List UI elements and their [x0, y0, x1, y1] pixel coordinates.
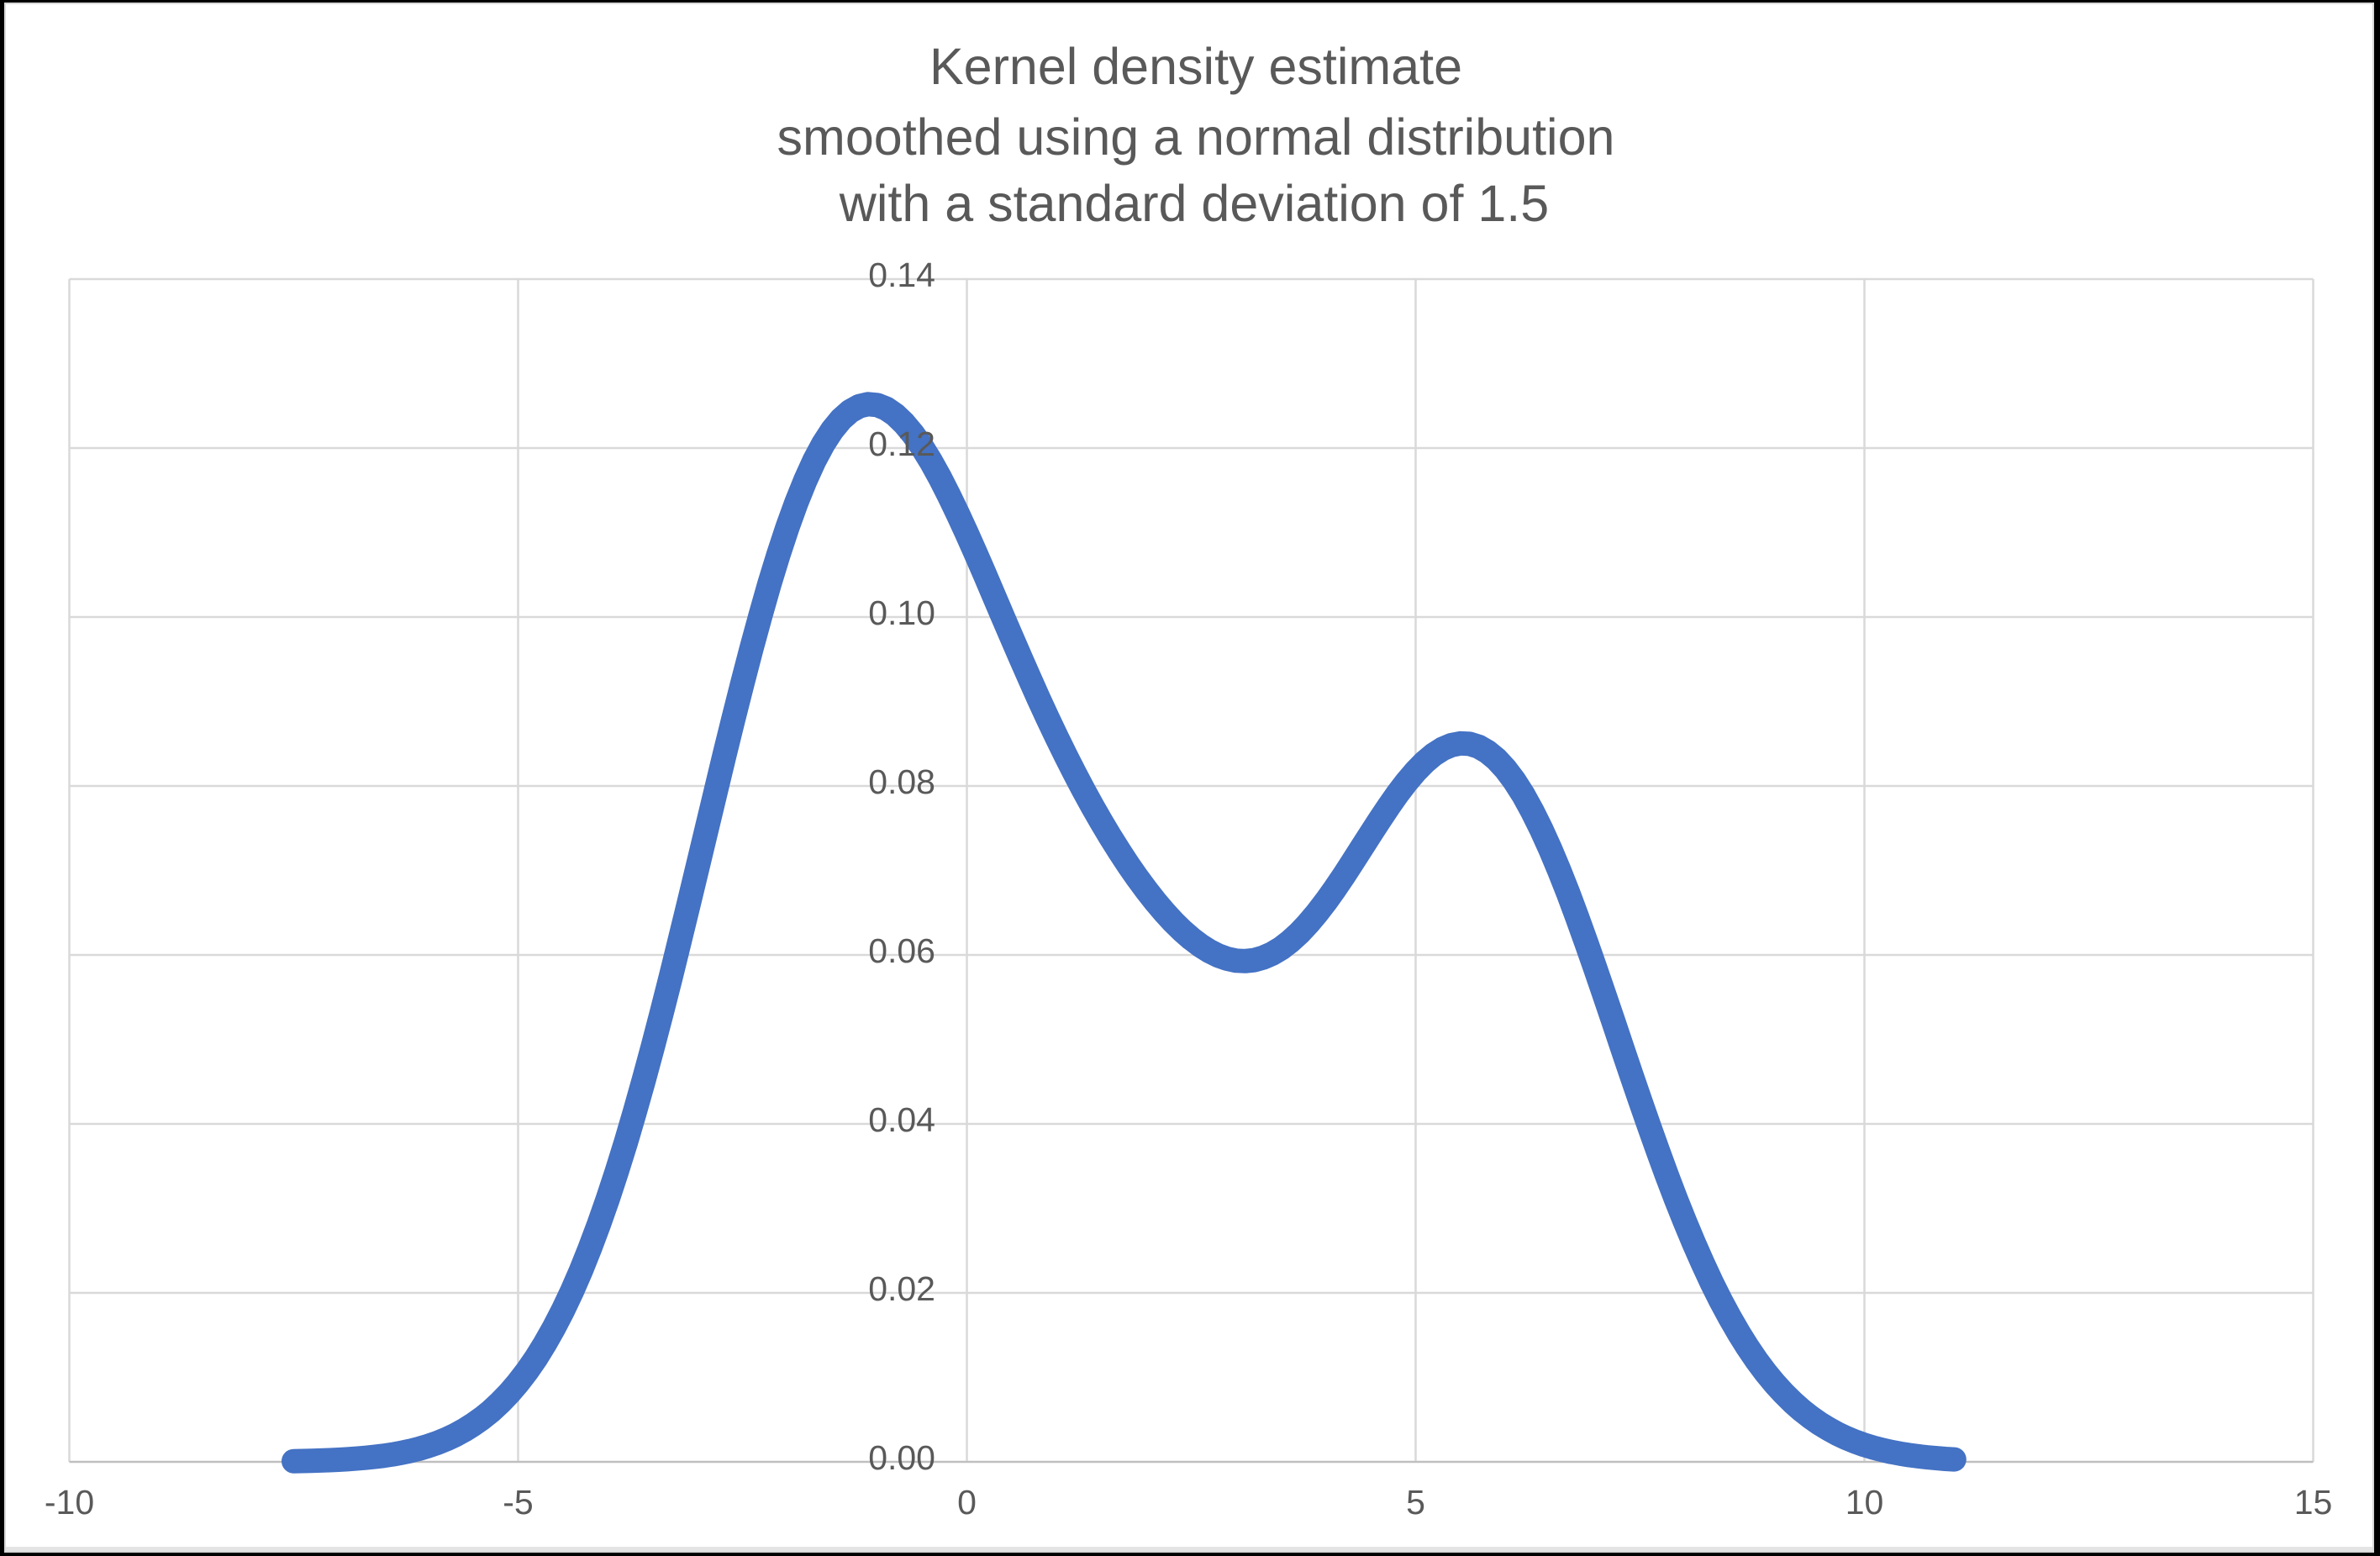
- svg-text:with a standard deviation of 1: with a standard deviation of 1.5: [839, 175, 1549, 232]
- svg-text:0.08: 0.08: [868, 762, 935, 801]
- svg-text:0.00: 0.00: [868, 1438, 935, 1477]
- svg-text:0.10: 0.10: [868, 593, 935, 632]
- svg-text:0.14: 0.14: [868, 256, 935, 294]
- svg-text:Kernel density estimate: Kernel density estimate: [929, 38, 1462, 95]
- svg-text:-5: -5: [503, 1483, 533, 1522]
- svg-text:10: 10: [1846, 1483, 1884, 1522]
- svg-text:smoothed using a normal distri: smoothed using a normal distribution: [777, 108, 1615, 166]
- svg-text:0.02: 0.02: [868, 1269, 935, 1308]
- svg-text:0: 0: [957, 1483, 977, 1522]
- svg-text:5: 5: [1406, 1483, 1425, 1522]
- svg-text:-10: -10: [45, 1483, 94, 1522]
- svg-text:0.06: 0.06: [868, 931, 935, 970]
- svg-text:0.12: 0.12: [868, 425, 935, 463]
- svg-text:15: 15: [2294, 1483, 2333, 1522]
- svg-text:0.04: 0.04: [868, 1100, 935, 1139]
